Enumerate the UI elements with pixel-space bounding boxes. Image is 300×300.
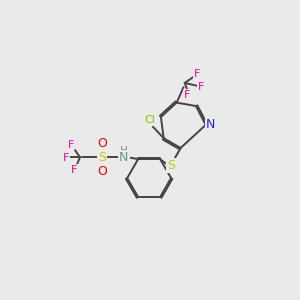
Text: F: F xyxy=(194,69,200,79)
Text: F: F xyxy=(71,165,77,175)
Text: O: O xyxy=(98,137,107,150)
Text: F: F xyxy=(62,153,69,164)
Text: F: F xyxy=(68,140,74,149)
Text: S: S xyxy=(98,151,106,164)
Text: N: N xyxy=(206,118,215,131)
Text: H: H xyxy=(120,146,128,156)
Text: F: F xyxy=(198,82,205,92)
Text: F: F xyxy=(184,89,190,100)
Text: S: S xyxy=(167,159,175,172)
Text: Cl: Cl xyxy=(144,116,155,125)
Text: N: N xyxy=(119,151,128,164)
Text: O: O xyxy=(98,165,107,178)
